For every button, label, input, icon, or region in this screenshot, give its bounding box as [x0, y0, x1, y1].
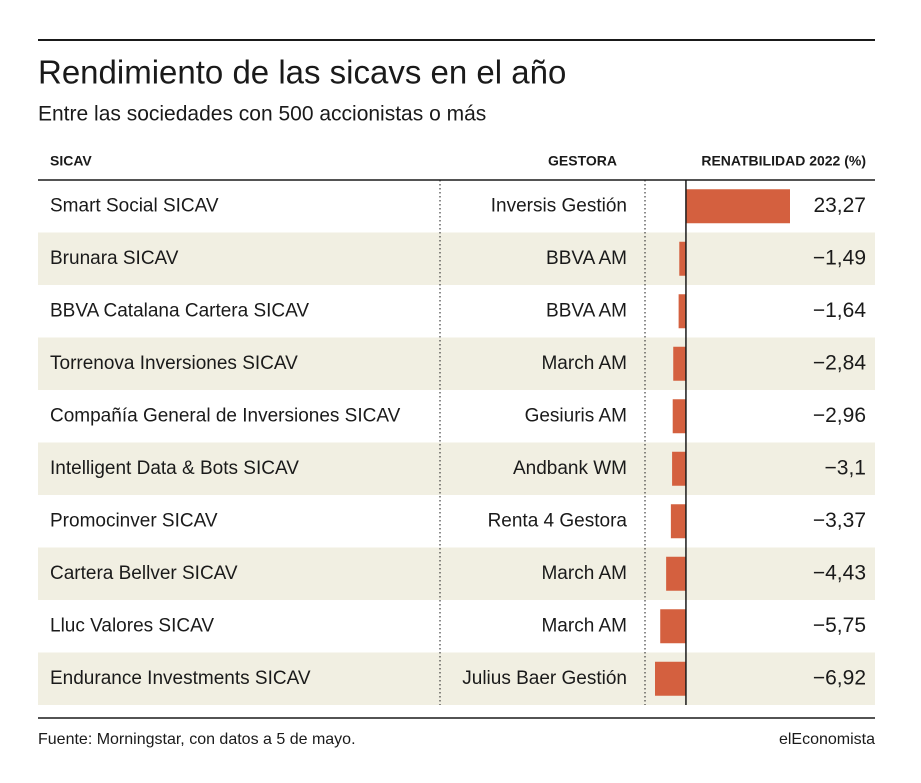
chart-subtitle: Entre las sociedades con 500 accionistas… — [38, 103, 486, 126]
value-label: 23,27 — [813, 194, 866, 217]
value-label: −3,37 — [813, 509, 866, 532]
sicav-name: Torrenova Inversiones SICAV — [50, 353, 298, 374]
bar — [672, 399, 686, 434]
rows: Smart Social SICAV Inversis Gestión 23,27 B… — [38, 180, 875, 705]
value-label: −3,1 — [825, 456, 866, 479]
brand: elEconomista — [779, 731, 875, 748]
column-header: SICAV — [50, 153, 92, 169]
bar — [655, 661, 686, 696]
value-label: −2,96 — [813, 404, 866, 427]
gestora: March AM — [541, 615, 627, 636]
gestora: Julius Baer Gestión — [462, 668, 627, 689]
value-label: −6,92 — [813, 666, 866, 689]
column-header: GESTORA — [548, 153, 617, 169]
value-label: −1,64 — [813, 299, 866, 322]
bar — [685, 189, 790, 224]
sicav-name: Compañía General de Inversiones SICAV — [50, 405, 401, 426]
value-label: −1,49 — [813, 246, 866, 269]
gestora: Gesiuris AM — [525, 405, 627, 426]
row-band — [38, 442, 875, 495]
column-header: RENATBILIDAD 2022 (%) — [701, 153, 866, 169]
sicav-name: Cartera Bellver SICAV — [50, 563, 238, 584]
gestora: Inversis Gestión — [491, 195, 627, 216]
gestora: BBVA AM — [546, 248, 627, 269]
gestora: March AM — [541, 353, 627, 374]
row-band — [38, 337, 875, 390]
row-band — [38, 547, 875, 600]
gestora: Renta 4 Gestora — [488, 510, 628, 531]
gestora: March AM — [541, 563, 627, 584]
sicav-name: Promocinver SICAV — [50, 510, 218, 531]
row-band — [38, 232, 875, 285]
row-band — [38, 652, 875, 705]
bar — [670, 504, 686, 539]
value-label: −2,84 — [813, 351, 866, 374]
gestora: BBVA AM — [546, 300, 627, 321]
bar — [666, 556, 686, 591]
sicav-name: Smart Social SICAV — [50, 195, 219, 216]
bar — [673, 346, 686, 381]
bar — [679, 241, 686, 276]
bar — [672, 451, 686, 486]
value-label: −5,75 — [813, 614, 866, 637]
value-label: −4,43 — [813, 561, 866, 584]
sicav-name: Endurance Investments SICAV — [50, 668, 311, 689]
source: Fuente: Morningstar, con datos a 5 de ma… — [38, 731, 356, 748]
sicav-name: BBVA Catalana Cartera SICAV — [50, 300, 309, 321]
chart-title: Rendimiento de las sicavs en el año — [38, 54, 566, 91]
sicav-name: Lluc Valores SICAV — [50, 615, 214, 636]
bar — [660, 609, 686, 644]
gestora: Andbank WM — [513, 458, 627, 479]
sicav-name: Brunara SICAV — [50, 248, 179, 269]
bar — [678, 294, 686, 329]
sicav-name: Intelligent Data & Bots SICAV — [50, 458, 299, 479]
